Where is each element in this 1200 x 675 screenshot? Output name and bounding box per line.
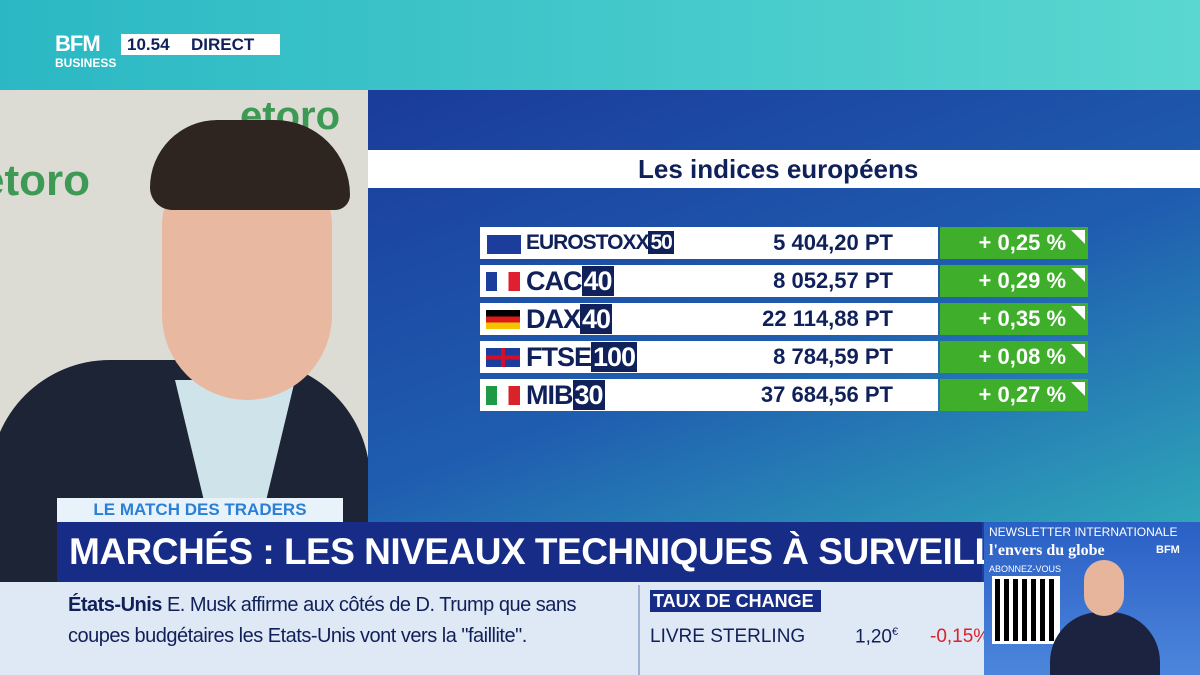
- newsletter-title: NEWSLETTER INTERNATIONALE: [989, 525, 1178, 539]
- live-box: 10.54 DIRECT: [121, 34, 280, 55]
- table-title: Les indices européens: [638, 154, 919, 184]
- trend-corner: [1071, 268, 1085, 282]
- index-name-cell: CAC40: [480, 265, 700, 297]
- program-tag: LE MATCH DES TRADERS: [57, 498, 343, 522]
- index-name-cell: DAX40: [480, 303, 700, 335]
- presenter-face: [1084, 560, 1124, 616]
- newsletter: NEWSLETTER INTERNATIONALE l'envers du gl…: [984, 522, 1200, 675]
- clock: 10.54: [127, 35, 170, 54]
- trend-corner: [1071, 382, 1085, 396]
- index-label: FTSE: [526, 342, 592, 372]
- index-value: 22 114,88 PT: [700, 303, 938, 335]
- index-change: + 0,25 %: [940, 227, 1088, 259]
- ticker: États-Unis E. Musk affirme aux côtés de …: [68, 590, 628, 652]
- logo-sub: BUSINESS: [55, 56, 117, 70]
- trend-corner: [1071, 344, 1085, 358]
- index-change: + 0,35 %: [940, 303, 1088, 335]
- logo: BFM BUSINESS: [55, 33, 117, 75]
- rate-change: -0,15%: [930, 626, 991, 647]
- index-change: + 0,29 %: [940, 265, 1088, 297]
- rate-value: 1,20: [855, 626, 892, 648]
- index-name: EUROSTOXX50: [526, 227, 674, 259]
- presenter-suit: [1050, 612, 1160, 675]
- currency: LIVRE STERLING: [650, 626, 806, 647]
- newsletter-name: l'envers du globe: [989, 542, 1105, 559]
- qr-code: [992, 576, 1060, 644]
- index-value: 5 404,20 PT: [700, 227, 938, 259]
- rate: 1,20€: [855, 626, 898, 648]
- newsletter-cta: ABONNEZ-VOUS: [989, 564, 1062, 574]
- index-number: 100: [591, 342, 638, 372]
- live-label: DIRECT: [191, 35, 255, 54]
- trend-corner: [1071, 306, 1085, 320]
- divider: [638, 585, 640, 675]
- index-label: CAC: [526, 266, 582, 296]
- index-number: 50: [648, 231, 674, 254]
- index-name: CAC40: [526, 265, 614, 297]
- ticker-label: États-Unis: [68, 594, 162, 616]
- newsletter-brand: BFM: [1156, 544, 1180, 556]
- logo-text: BFM: [55, 31, 101, 56]
- index-name: FTSE100: [526, 341, 638, 373]
- index-label: EUROSTOXX: [526, 231, 649, 254]
- flag: [486, 310, 520, 329]
- index-name-cell: MIB30: [480, 379, 700, 411]
- ticker-text: E. Musk affirme aux côtés de D. Trump qu…: [68, 594, 577, 647]
- rate-unit: €: [891, 626, 899, 638]
- hair: [150, 120, 350, 210]
- index-number: 30: [572, 380, 605, 410]
- index-change: + 0,08 %: [940, 341, 1088, 373]
- flag: [486, 272, 520, 291]
- index-name-cell: EUROSTOXX50: [480, 227, 700, 259]
- table-title-bar: Les indices européens: [368, 150, 1200, 188]
- index-label: DAX: [526, 304, 581, 334]
- index-number: 40: [580, 304, 613, 334]
- index-value: 8 052,57 PT: [700, 265, 938, 297]
- flag: [486, 348, 520, 367]
- headline: MARCHÉS : LES NIVEAUX TECHNIQUES À SURVE…: [57, 522, 1047, 582]
- index-name: MIB30: [526, 379, 605, 411]
- index-value: 37 684,56 PT: [700, 379, 938, 411]
- index-value: 8 784,59 PT: [700, 341, 938, 373]
- index-name-cell: FTSE100: [480, 341, 700, 373]
- brand-wall: etoro: [0, 156, 90, 205]
- exchange-title: TAUX DE CHANGE: [650, 590, 821, 612]
- flag: [486, 386, 520, 405]
- index-number: 40: [581, 266, 614, 296]
- flag: [486, 234, 522, 255]
- index-change: + 0,27 %: [940, 379, 1088, 411]
- index-label: MIB: [526, 380, 573, 410]
- trend-corner: [1071, 230, 1085, 244]
- index-name: DAX40: [526, 303, 613, 335]
